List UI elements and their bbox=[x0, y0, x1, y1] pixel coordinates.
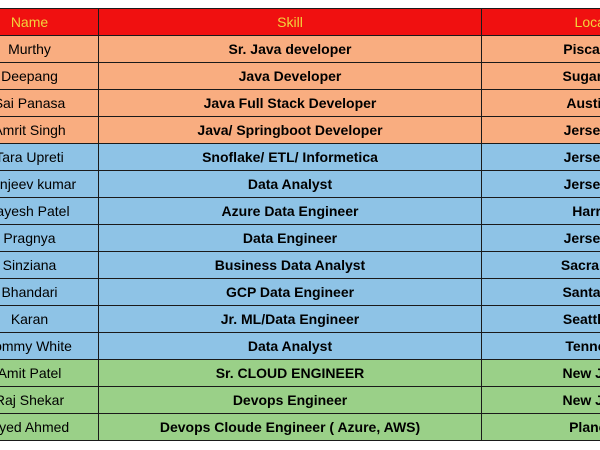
cell-name: Karan bbox=[0, 305, 99, 333]
cell-name: Sanjeev kumar bbox=[0, 170, 99, 198]
cell-location: Sacramento bbox=[481, 251, 600, 279]
cell-name: Bhandari bbox=[0, 278, 99, 306]
cell-skill: Data Analyst bbox=[98, 332, 482, 360]
cell-name: Murthy bbox=[0, 35, 99, 63]
cell-location: Piscataway bbox=[481, 35, 600, 63]
cell-location: Santa Clara bbox=[481, 278, 600, 306]
cell-skill: Jr. ML/Data Engineer bbox=[98, 305, 482, 333]
cell-name: Sinziana bbox=[0, 251, 99, 279]
cell-name: Amit Patel bbox=[0, 359, 99, 387]
cell-name: Pragnya bbox=[0, 224, 99, 252]
cell-name: Deepang bbox=[0, 62, 99, 90]
cell-skill: Azure Data Engineer bbox=[98, 197, 482, 225]
cell-name: Amrit Singh bbox=[0, 116, 99, 144]
table-row: Amrit Singh Java/ Springboot Developer Jer… bbox=[0, 116, 600, 144]
cell-name: Syed Ahmed bbox=[0, 413, 99, 441]
header-location: Location bbox=[481, 8, 600, 36]
cell-name: Jayesh Patel bbox=[0, 197, 99, 225]
cell-name: Tara Upreti bbox=[0, 143, 99, 171]
header-skill: Skill bbox=[98, 8, 482, 36]
cell-skill: Java Developer bbox=[98, 62, 482, 90]
cell-name: Tommy White bbox=[0, 332, 99, 360]
cell-skill: Devops Cloude Engineer ( Azure, AWS) bbox=[98, 413, 482, 441]
cell-skill: Business Data Analyst bbox=[98, 251, 482, 279]
cell-skill: Devops Engineer bbox=[98, 386, 482, 414]
cell-location: Sugar Land bbox=[481, 62, 600, 90]
cell-location: Seattle, WA bbox=[481, 305, 600, 333]
cell-skill: Snoflake/ ETL/ Informetica bbox=[98, 143, 482, 171]
cell-location: Austin, TX bbox=[481, 89, 600, 117]
cell-location: Harrison bbox=[481, 197, 600, 225]
cell-skill: Data Engineer bbox=[98, 224, 482, 252]
cell-skill: Java Full Stack Developer bbox=[98, 89, 482, 117]
cell-skill: Sr. CLOUD ENGINEER bbox=[98, 359, 482, 387]
cell-location: Plano, TX bbox=[481, 413, 600, 441]
cell-skill: GCP Data Engineer bbox=[98, 278, 482, 306]
cell-skill: Sr. Java developer bbox=[98, 35, 482, 63]
cell-name: Raj Shekar bbox=[0, 386, 99, 414]
header-name: Name bbox=[0, 8, 99, 36]
cell-location: Tennessee bbox=[481, 332, 600, 360]
table-row: Tara Upreti Snoflake/ ETL/ Informetica Jer… bbox=[0, 143, 600, 171]
cell-skill: Java/ Springboot Developer bbox=[98, 116, 482, 144]
cell-name: Sai Panasa bbox=[0, 89, 99, 117]
header-row: Name Skill Location bbox=[0, 8, 600, 36]
cell-skill: Data Analyst bbox=[98, 170, 482, 198]
